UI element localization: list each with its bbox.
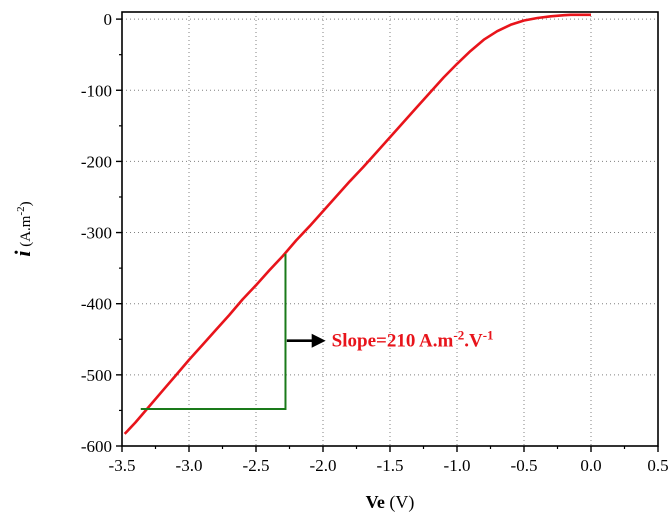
slope-annotation-sup2: -1 <box>483 327 494 342</box>
grid <box>122 12 658 446</box>
y-axis-title-close: ) <box>18 201 34 206</box>
y-tick-label: -600 <box>81 437 112 456</box>
ticks <box>116 18 659 452</box>
x-tick-label: -3.5 <box>109 456 136 475</box>
y-axis-title-sup: -2 <box>15 206 27 215</box>
x-axis-title: Ve (V) <box>366 492 415 513</box>
slope-annotation-mid: .V <box>464 331 483 352</box>
y-tick-label: -200 <box>81 152 112 171</box>
tick-labels: -3.5 -3.0 -2.5 -2.0 -1.5 -1.0 -0.5 0.0 0.5 0 -100 -… <box>81 10 669 475</box>
x-axis-title-unit: (V) <box>385 492 415 513</box>
x-tick-label: -2.0 <box>310 456 337 475</box>
x-tick-label: -0.5 <box>511 456 538 475</box>
y-axis-title-main: i <box>10 250 35 257</box>
y-tick-label: -500 <box>81 366 112 385</box>
slope-triangle <box>140 253 287 411</box>
y-tick-label: -300 <box>81 224 112 243</box>
series-line <box>123 13 591 435</box>
slope-annotation-text: Slope=210 A.m <box>332 331 454 352</box>
x-tick-label: 0.5 <box>647 456 668 475</box>
y-axis-title-unit: (A.m <box>18 215 34 250</box>
x-tick-label: -1.5 <box>377 456 404 475</box>
slope-annotation-sup1: -2 <box>453 327 464 342</box>
annotation-arrow <box>286 333 326 348</box>
x-axis-title-main: Ve <box>366 492 385 512</box>
x-tick-label: 0.0 <box>580 456 601 475</box>
series-layer <box>123 13 591 435</box>
x-tick-label: -1.0 <box>444 456 471 475</box>
y-tick-label: 0 <box>104 10 113 29</box>
y-axis-title: i (A.m-2) <box>10 201 35 256</box>
y-tick-label: -100 <box>81 81 112 100</box>
slope-annotation: Slope=210 A.m-2.V-1 <box>332 327 494 352</box>
x-tick-label: -3.0 <box>176 456 203 475</box>
slope-triangle-line <box>140 253 287 411</box>
x-tick-label: -2.5 <box>243 456 270 475</box>
arrow-head <box>311 333 326 348</box>
y-tick-label: -400 <box>81 295 112 314</box>
